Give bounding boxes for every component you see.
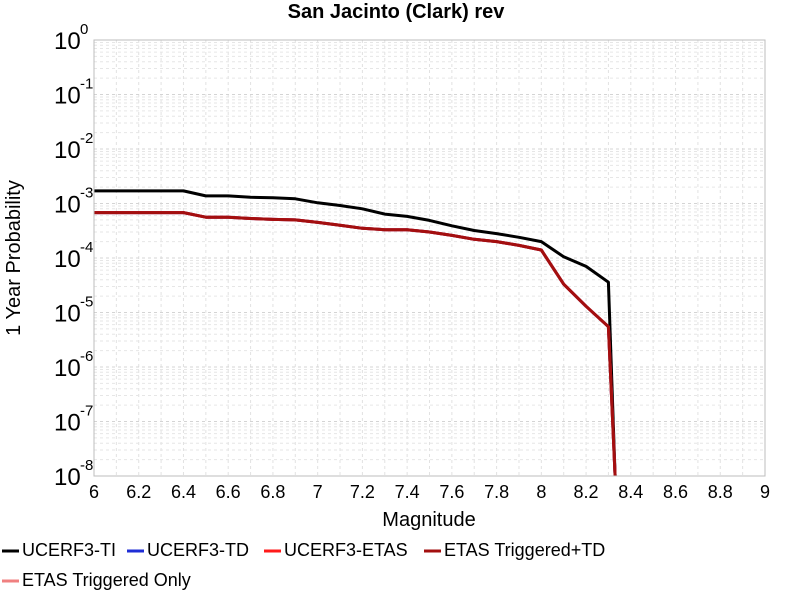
legend-label-etas-triggered-td: ETAS Triggered+TD [444,540,605,560]
y-tick-exponent: -2 [80,130,93,147]
x-tick-label: 6.2 [126,482,151,502]
x-tick-label: 6.8 [260,482,285,502]
x-axis-ticks: 6 6.2 6.4 6.6 6.8 7 7.2 7.4 7.6 7.8 8 8.2 8.4 8.6 8.8 9 [89,482,770,502]
x-tick-label: 8.8 [708,482,733,502]
y-tick-label: 10 [54,355,81,382]
x-tick-label: 7 [313,482,323,502]
y-tick-label: 10 [54,192,81,219]
legend-label-ucerf3-etas: UCERF3-ETAS [284,540,408,560]
y-tick-exponent: -7 [80,403,93,420]
x-tick-label: 8 [536,482,546,502]
y-tick-label: 10 [54,28,81,55]
y-tick-exponent: -3 [80,185,93,202]
y-tick-exponent: -6 [80,348,93,365]
legend-label-etas-triggered-only: ETAS Triggered Only [22,570,191,590]
y-tick-exponent: -4 [80,239,93,256]
legend-label-ucerf3-ti: UCERF3-TI [22,540,116,560]
y-tick-label: 10 [54,301,81,328]
plot-series [94,189,617,477]
y-tick-exponent: 0 [80,21,88,38]
legend-label-ucerf3-td: UCERF3-TD [147,540,249,560]
series-line-etas-triggered-td [94,211,617,477]
y-tick-exponent: -8 [80,457,93,474]
x-tick-label: 6.6 [216,482,241,502]
grid-lines [93,40,766,477]
series-line-ucerf3-td [94,211,617,477]
y-tick-label: 10 [54,83,81,110]
series-line-ucerf3-etas [94,211,617,477]
series-line-ucerf3-ti [94,189,617,477]
x-tick-label: 7.2 [350,482,375,502]
x-tick-label: 9 [760,482,770,502]
x-tick-label: 8.6 [663,482,688,502]
chart-legend: UCERF3-TI UCERF3-TD UCERF3-ETAS ETAS Trigge… [2,540,605,590]
x-tick-label: 7.6 [439,482,464,502]
plot-area-frame [93,39,766,477]
x-tick-label: 8.2 [574,482,599,502]
x-tick-label: 6.4 [171,482,196,502]
y-tick-exponent: -5 [80,294,93,311]
x-axis-label: Magnitude [382,509,475,531]
x-tick-label: 6 [89,482,99,502]
x-tick-label: 8.4 [618,482,643,502]
y-tick-exponent: -1 [80,76,93,93]
y-axis-label: 1 Year Probability [3,180,25,336]
y-tick-label: 10 [54,464,81,491]
x-tick-label: 7.8 [484,482,509,502]
chart-title: San Jacinto (Clark) rev [288,1,506,23]
y-tick-label: 10 [54,246,81,273]
x-tick-label: 7.4 [395,482,420,502]
y-tick-label: 10 [54,410,81,437]
y-tick-label: 10 [54,137,81,164]
